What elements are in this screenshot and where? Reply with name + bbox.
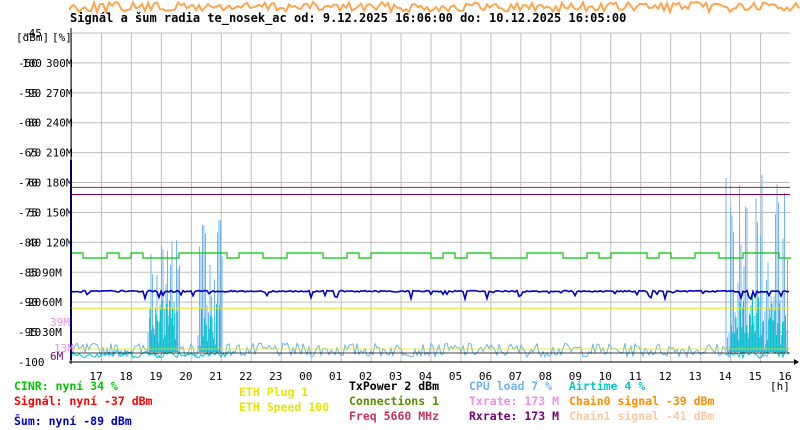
y-tick-rate: 60M [42, 296, 62, 309]
legend-item: Šum: nyní -89 dBm [14, 413, 132, 428]
chain-signal-strip [69, 0, 800, 16]
x-tick: 10 [599, 370, 612, 383]
legend-item: Rxrate: 173 M [469, 409, 559, 423]
legend-item: Connections 1 [349, 394, 439, 408]
legend: CINR: nyní 34 %Signál: nyní -37 dBm Šum: … [14, 379, 714, 428]
legend-item: Freq 5660 MHz [349, 409, 439, 423]
y-tick-rate: 210M [46, 147, 73, 160]
top-orange-strip [69, 0, 800, 16]
y-tick-dbm: -60 [18, 117, 38, 130]
legend-item: Airtime 4 % [569, 379, 645, 393]
y-tick-dbm: -45 [22, 27, 42, 40]
y-tick-rate: 300M [46, 57, 73, 70]
x-tick: 16 [778, 370, 791, 383]
y-tick-dbm: -65 [18, 147, 38, 160]
y-tick-percent: 10 [28, 326, 41, 339]
y-tick-rate: 30M [42, 326, 62, 339]
y-tick-dbm: -55 [18, 87, 38, 100]
y-tick-txrate: 13M [54, 342, 74, 355]
legend-item: Chain1 signal -41 dBm [569, 409, 714, 423]
x-tick: 12 [659, 370, 672, 383]
x-tick: 05 [449, 370, 462, 383]
y-tick-percent: 90 [28, 87, 41, 100]
legend-item: Txrate: 173 M [469, 394, 559, 408]
x-tick: 00 [299, 370, 312, 383]
y-tick-rate: 150M [46, 206, 73, 219]
grid [71, 32, 790, 363]
y-tick-rate: 240M [46, 117, 73, 130]
legend-item: CINR: nyní 34 % [14, 379, 118, 393]
y-tick-percent: 70 [28, 147, 41, 160]
airtime-line [724, 348, 790, 360]
x-tick: 15 [748, 370, 761, 383]
x-axis-arrow [794, 359, 799, 365]
y-tick-dbm: -95 [18, 326, 38, 339]
legend-item: Chain0 signal -39 dBm [569, 394, 714, 408]
x-tick: 20 [179, 370, 192, 383]
y-tick-dbm: -50 [18, 57, 38, 70]
y-tick-percent: 40 [28, 236, 41, 249]
y-tick-rate: 90M [42, 266, 62, 279]
x-tick: 11 [629, 370, 642, 383]
y-tick-percent: 80 [28, 117, 41, 130]
y-tick-dbm: -70 [18, 177, 38, 190]
y-tick-percent: 50 [28, 206, 41, 219]
y-tick-dbm: -80 [18, 236, 38, 249]
x-unit: [h] [770, 380, 790, 393]
legend-item: Signál: nyní -37 dBm [14, 394, 153, 408]
x-tick: 02 [359, 370, 372, 383]
x-tick: 13 [689, 370, 702, 383]
y-tick-dbm: -85 [18, 266, 38, 279]
x-tick: 14 [719, 370, 733, 383]
y-tick-txrate: 39M [50, 316, 70, 329]
noise-line [70, 289, 790, 303]
airtime-burst [199, 304, 220, 352]
y-tick-rate: 180M [46, 177, 73, 190]
cinr-line [70, 252, 791, 259]
x-tick: 18 [119, 370, 132, 383]
y-tick-percent: 30 [28, 266, 41, 279]
x-tick: 09 [569, 370, 582, 383]
y-tick-dbm: -90 [18, 296, 38, 309]
axes [69, 28, 799, 365]
x-tick: 04 [419, 370, 433, 383]
x-tick: 03 [389, 370, 402, 383]
y-unit-dbm: [dBm] [16, 31, 49, 44]
airtime-burst [729, 293, 786, 352]
x-tick: 19 [149, 370, 162, 383]
x-tick: 06 [479, 370, 492, 383]
legend-item: ETH Speed 100 [239, 400, 329, 414]
airtime-line [70, 349, 230, 359]
y-tick-rate: 270M [46, 87, 73, 100]
y-tick-percent: 100 [22, 57, 42, 70]
x-tick: 17 [89, 370, 102, 383]
y-tick-percent: 60 [28, 177, 41, 190]
x-tick: 01 [329, 370, 342, 383]
airtime-burst [149, 300, 178, 352]
x-tick: 21 [209, 370, 222, 383]
x-tick: 07 [509, 370, 522, 383]
x-tick: 23 [269, 370, 282, 383]
y-tick-rxrate: 6M [50, 350, 64, 363]
y-tick-dbm: -100 [18, 356, 45, 369]
legend-item: CPU load 7 % [469, 379, 552, 393]
x-axis-labels: 17 18 19 20 21 22 23 00 01 02 03 04 05 06 07 08 09 10 11 12… [89, 370, 791, 393]
x-tick: 22 [239, 370, 252, 383]
cpu-load-line [70, 341, 790, 359]
chart-title: Signál a šum radia te_nosek_ac od: 9.12.… [70, 11, 626, 26]
y-tick-rate: 120M [46, 236, 73, 249]
y-tick-dbm: -75 [18, 206, 38, 219]
legend-item: TxPower 2 dBm [349, 379, 439, 393]
y-tick-percent: 20 [28, 296, 41, 309]
legend-item: ETH Plug 1 [239, 385, 308, 399]
y-unit-percent: [%] [52, 31, 72, 44]
y-axis-labels: -45 -50 -55 -60 -65 -70 -75 -80 -85 -90 -95 -100 [dB… [16, 27, 74, 369]
x-tick: 08 [539, 370, 552, 383]
